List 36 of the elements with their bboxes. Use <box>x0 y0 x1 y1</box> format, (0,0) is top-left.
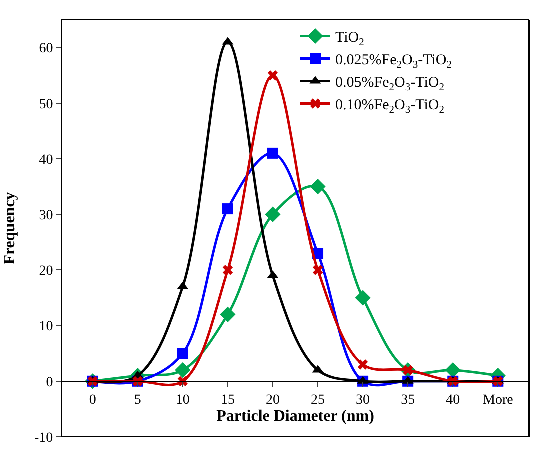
x-tick-label: 30 <box>356 393 370 408</box>
legend-label: TiO$_{2}$ <box>336 30 364 48</box>
y-tick-label: 50 <box>39 97 54 112</box>
point <box>268 70 278 81</box>
point <box>265 206 281 222</box>
point <box>358 360 368 370</box>
legend-label: 0.025%Fe$_{2}$O$_{3}$-TiO$_{2}$ <box>336 52 452 71</box>
y-tick-label: 0 <box>46 375 54 390</box>
point <box>312 265 324 276</box>
x-tick-label: 20 <box>266 393 280 408</box>
y-tick-label: 60 <box>39 42 54 57</box>
x-tick-label: 40 <box>446 393 460 408</box>
point <box>175 362 191 378</box>
point <box>177 348 188 360</box>
point <box>355 290 371 306</box>
y-axis-title: Frequency <box>1 192 18 265</box>
y-tick-label: 30 <box>39 208 54 224</box>
y-tick-label: 10 <box>39 320 54 335</box>
y-tick-label: -10 <box>34 430 54 446</box>
x-axis-title: Particle Diameter (nm) <box>216 408 374 426</box>
x-tick-label: 0 <box>89 393 96 408</box>
x-tick-label: 10 <box>176 393 190 408</box>
x-tick-label: 5 <box>134 393 142 408</box>
point <box>310 179 326 195</box>
x-tick-label: More <box>482 393 514 408</box>
point <box>220 306 236 322</box>
y-tick-label: 20 <box>39 264 54 280</box>
point <box>222 204 234 215</box>
legend-label: 0.10%Fe$_{2}$O$_{3}$-TiO$_{2}$ <box>336 98 444 116</box>
x-tick-label: 25 <box>311 393 326 408</box>
point <box>222 265 234 276</box>
legend-label: 0.05%Fe$_{2}$O$_{3}$-TiO$_{2}$ <box>336 75 444 94</box>
point <box>267 148 278 159</box>
x-tick-label: 15 <box>220 393 235 408</box>
y-tick-label: 40 <box>39 152 54 168</box>
x-tick-label: 35 <box>401 393 416 408</box>
